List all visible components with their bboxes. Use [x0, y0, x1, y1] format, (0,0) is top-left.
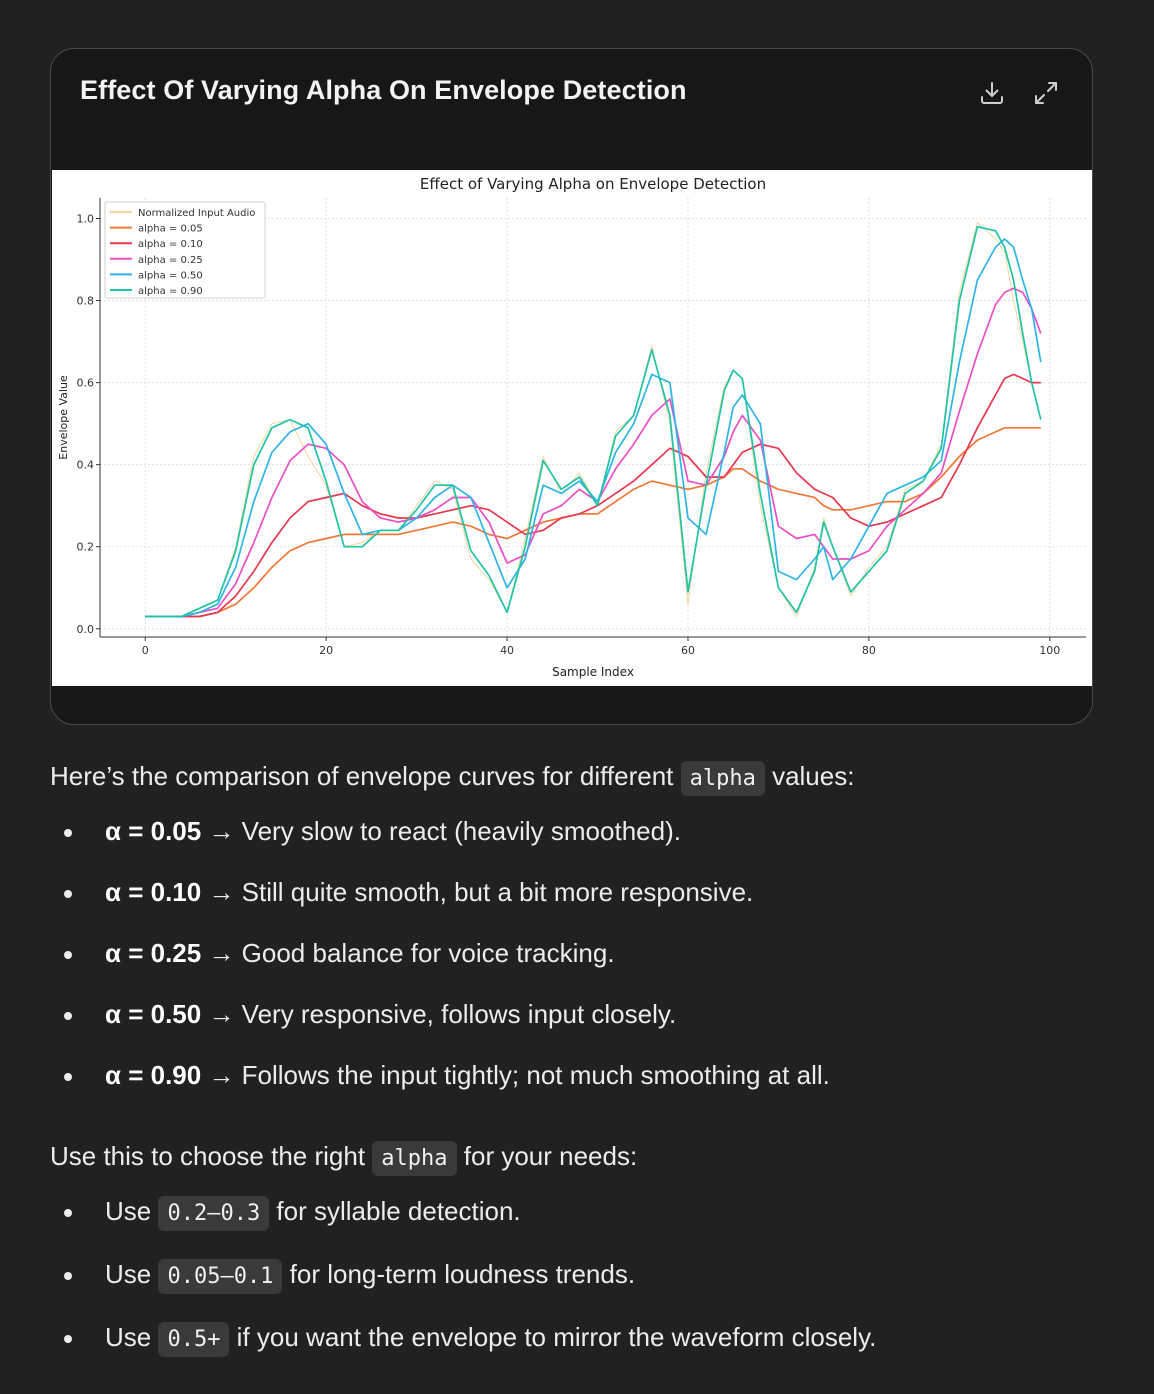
x-tick-label: 0 — [142, 644, 149, 657]
list-item: α = 0.90 → Follows the input tightly; no… — [50, 1045, 1110, 1106]
response-text: Here’s the comparison of envelope curves… — [50, 750, 1110, 1394]
x-tick-label: 60 — [681, 644, 695, 657]
x-tick-label: 80 — [862, 644, 876, 657]
y-tick-label: 0.8 — [77, 295, 95, 308]
envelope-chart: 0 20 40 60 80 100 0.0 0.2 0.4 0.6 0.8 1.0 Effect of … — [57, 175, 1086, 679]
card-title: Effect Of Varying Alpha On Envelope Dete… — [80, 75, 687, 105]
legend-label: Normalized Input Audio — [138, 208, 255, 219]
y-tick-label: 0.2 — [77, 541, 95, 554]
x-tick-label: 100 — [1039, 644, 1060, 657]
series-line — [145, 426, 1041, 618]
series-line — [145, 222, 1042, 617]
inline-code: alpha — [680, 761, 765, 796]
image-card: Effect Of Varying Alpha On Envelope Dete… — [50, 48, 1093, 725]
y-tick-label: 1.0 — [77, 213, 95, 226]
legend-label: alpha = 0.05 — [138, 224, 203, 235]
legend-label: alpha = 0.10 — [138, 239, 203, 250]
series-line — [145, 373, 1041, 618]
y-tick-label: 0.6 — [77, 377, 95, 390]
legend-label: alpha = 0.25 — [138, 255, 203, 266]
chart-title: Effect of Varying Alpha on Envelope Dete… — [420, 175, 766, 193]
legend-label: alpha = 0.50 — [138, 270, 203, 281]
legend-label: alpha = 0.90 — [138, 286, 203, 297]
legend-box — [104, 201, 266, 299]
usage-list: Use 0.2–0.3 for syllable detection. Use … — [50, 1181, 1110, 1370]
card-actions — [976, 77, 1062, 109]
y-tick-label: 0.0 — [77, 623, 95, 636]
y-tick-label: 0.4 — [77, 459, 95, 472]
intro-paragraph: Here’s the comparison of envelope curves… — [50, 750, 1110, 805]
x-tick-label: 40 — [500, 644, 514, 657]
x-axis-label: Sample Index — [552, 665, 634, 679]
list-item: α = 0.05 → Very slow to react (heavily s… — [50, 801, 1110, 862]
list-item: α = 0.50 → Very responsive, follows inpu… — [50, 984, 1110, 1045]
list-item: α = 0.25 → Good balance for voice tracki… — [50, 923, 1110, 984]
list-item: Use 0.5+ if you want the envelope to mir… — [50, 1307, 1110, 1370]
x-tick-label: 20 — [319, 644, 333, 657]
y-axis-label: Envelope Value — [57, 375, 70, 460]
inline-code: alpha — [372, 1141, 457, 1176]
list-item: Use 0.05–0.1 for long-term loudness tren… — [50, 1244, 1110, 1307]
expand-icon[interactable] — [1030, 77, 1062, 109]
list-item: α = 0.10 → Still quite smooth, but a bit… — [50, 862, 1110, 923]
usage-paragraph: Use this to choose the right alpha for y… — [50, 1130, 1110, 1185]
series-line — [145, 225, 1042, 618]
download-icon[interactable] — [976, 77, 1008, 109]
chart-area: 0 20 40 60 80 100 0.0 0.2 0.4 0.6 0.8 1.0 Effect of … — [52, 170, 1092, 686]
series-line — [145, 238, 1042, 618]
list-item: Use 0.2–0.3 for syllable detection. — [50, 1181, 1110, 1244]
series-line — [145, 287, 1042, 618]
alpha-list: α = 0.05 → Very slow to react (heavily s… — [50, 801, 1110, 1106]
